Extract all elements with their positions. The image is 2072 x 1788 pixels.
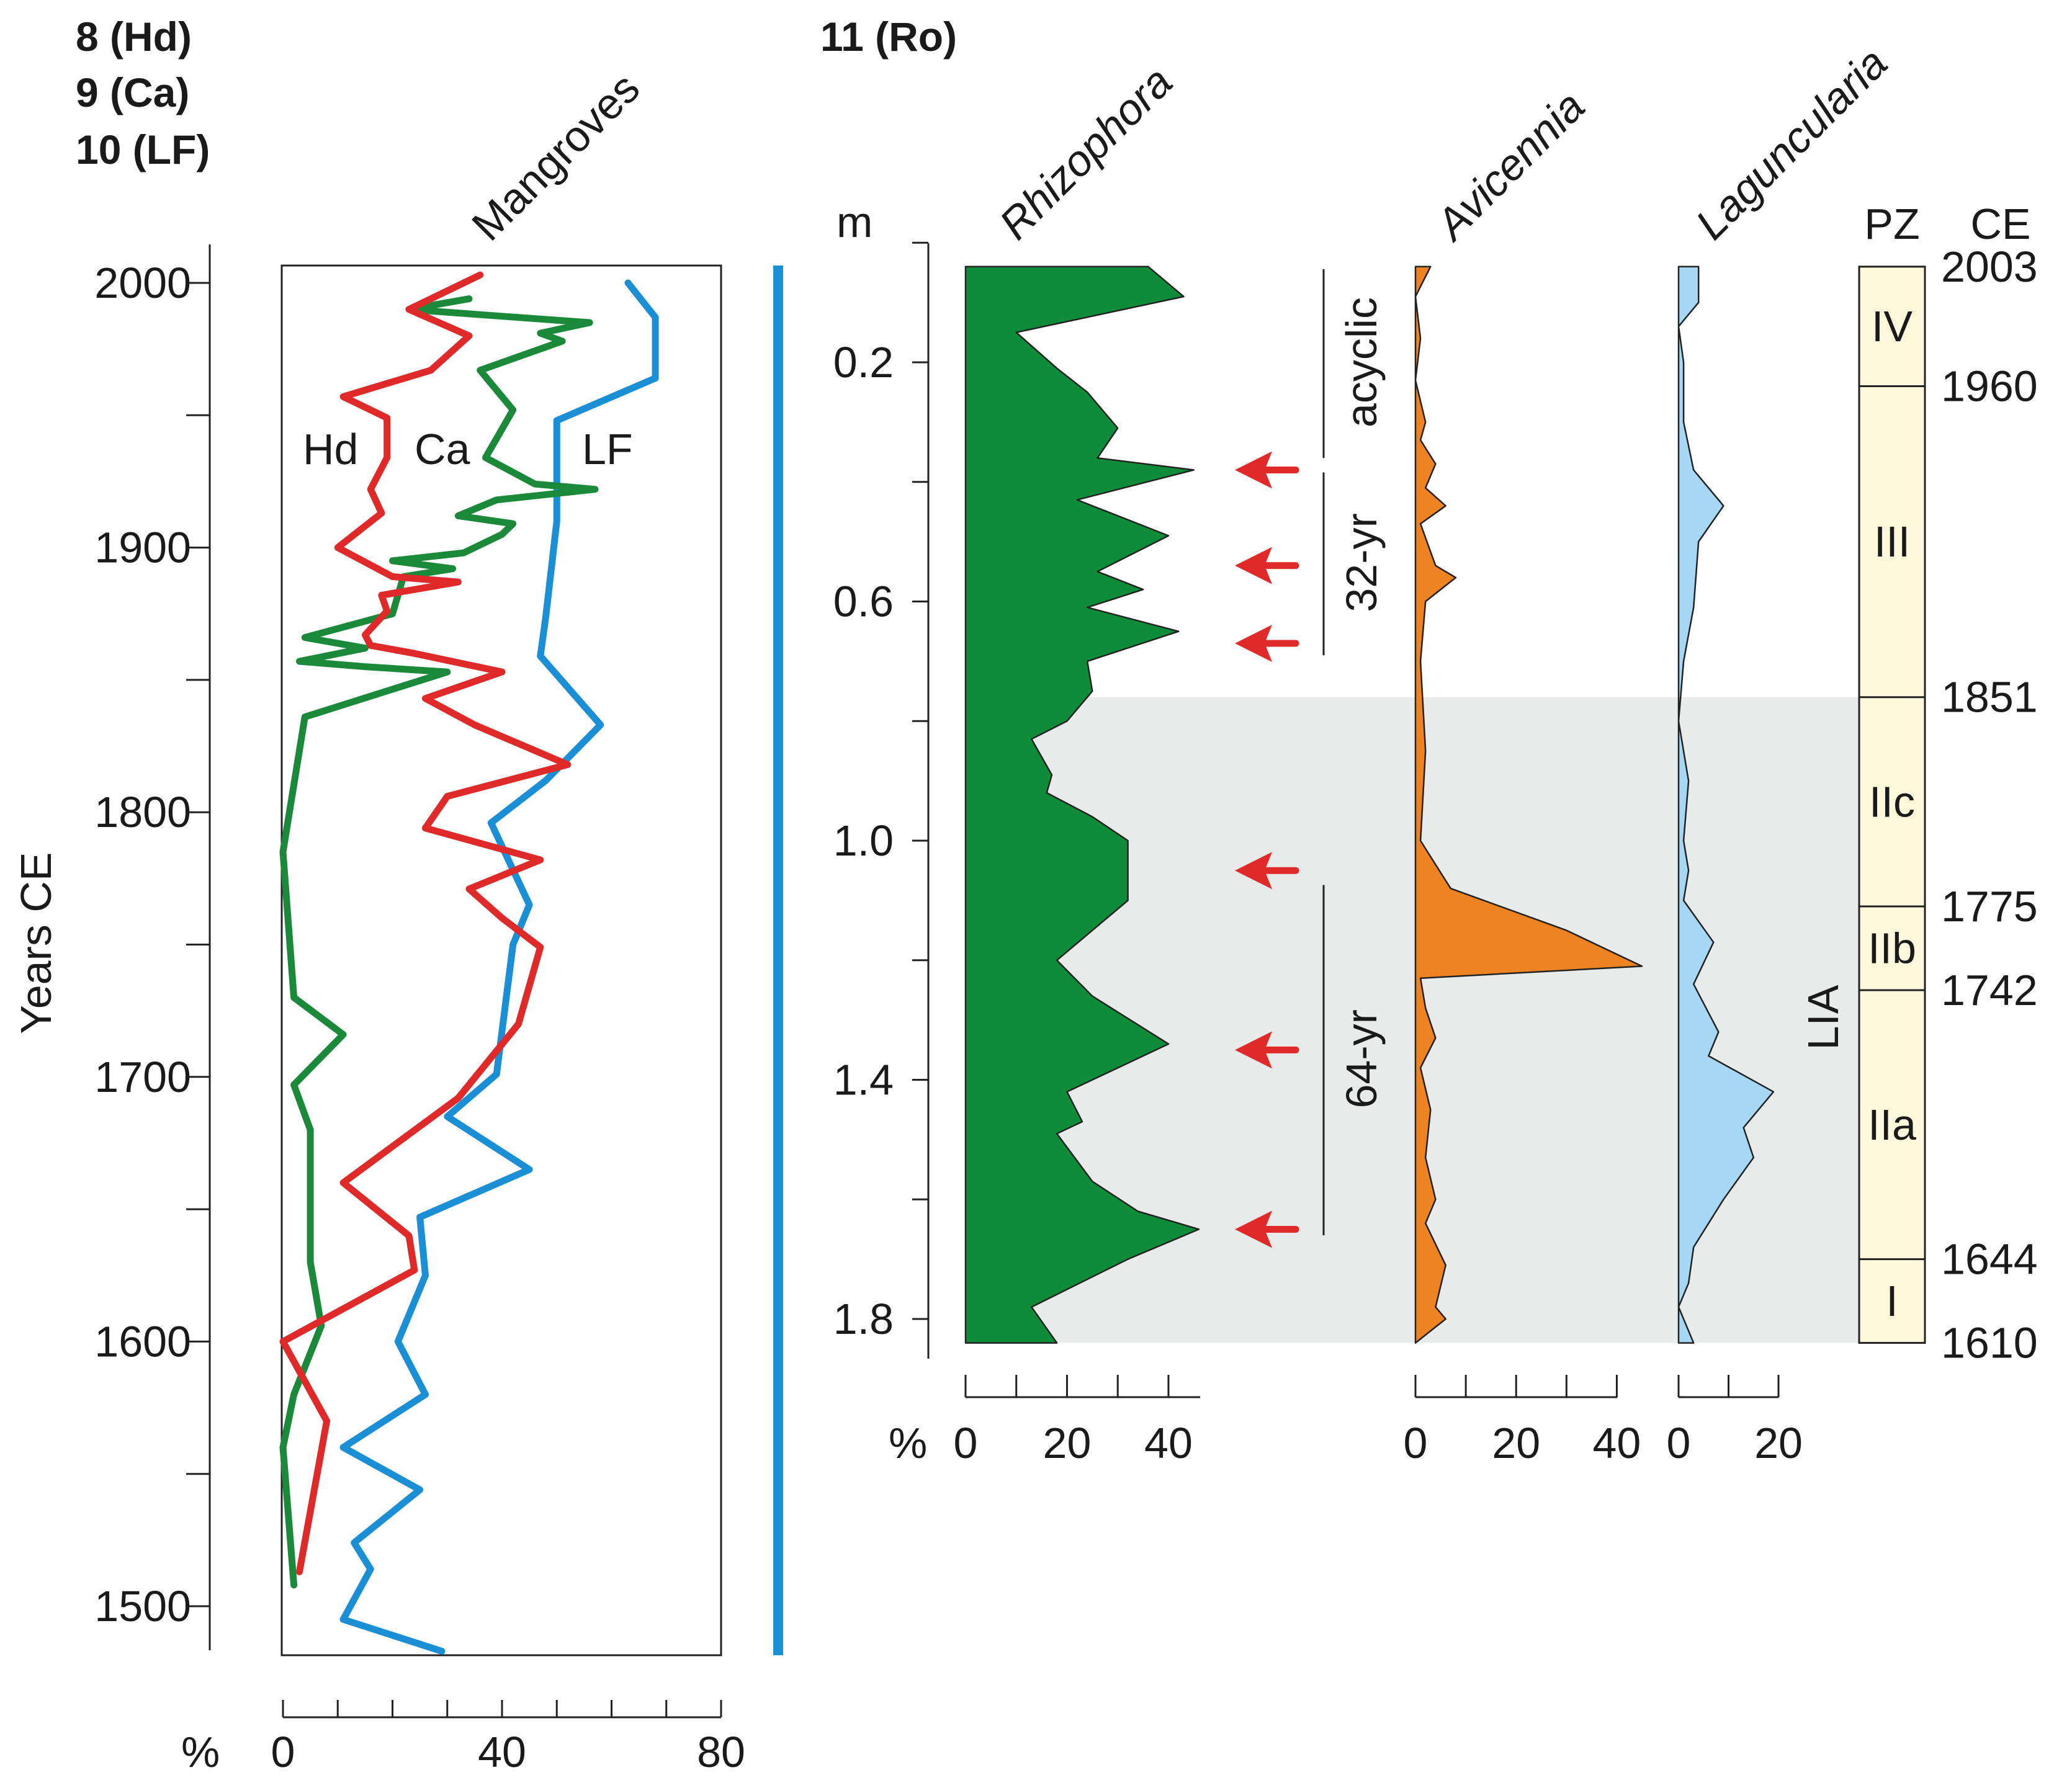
y-tick-label: 1600 xyxy=(94,1317,191,1366)
depth-tick-label: 1.8 xyxy=(833,1295,894,1343)
series-line-ca xyxy=(279,295,599,1589)
zone-label: IIb xyxy=(1868,924,1916,972)
x-tick-label: 0 xyxy=(1404,1419,1428,1467)
area-rhizophora xyxy=(964,266,1200,1344)
event-arrow-head xyxy=(1235,1210,1272,1248)
y-tick-label: 1800 xyxy=(94,788,191,836)
cycle-annotations: acyclic 32-yr 64-yr xyxy=(1322,269,1386,1236)
x-tick-label: 0 xyxy=(271,1728,295,1776)
x-tick-label: 40 xyxy=(478,1728,526,1776)
x-ticks: 0 40 80 xyxy=(271,1700,745,1776)
ce-date-label: 1851 xyxy=(1941,673,2038,722)
zone-column xyxy=(1858,266,1926,1344)
x-tick-label: 40 xyxy=(1593,1419,1641,1467)
zone-label: I xyxy=(1886,1277,1898,1325)
event-arrows xyxy=(1235,451,1299,1248)
left-chart-title: Mangroves xyxy=(462,64,648,250)
x-axis-unit: % xyxy=(181,1728,220,1776)
y-ticks: 1500 1600 1700 1800 1900 2000 xyxy=(94,259,210,1630)
ce-date-label: 1742 xyxy=(1941,966,2038,1014)
event-arrow-head xyxy=(1235,624,1272,662)
ce-date-label: 1644 xyxy=(1941,1235,2038,1284)
taxon-title-rhizophora: Rhizophora xyxy=(990,57,1181,248)
header-label: 10 (LF) xyxy=(76,127,210,172)
taxon-title-avicennia: Avicennia xyxy=(1425,82,1594,251)
y-tick-label: 2000 xyxy=(94,259,191,307)
series-line-hd xyxy=(279,271,572,1575)
zone-label: IIc xyxy=(1869,777,1915,826)
ce-date-label: 2003 xyxy=(1941,243,2038,291)
event-arrow-head xyxy=(1235,1031,1272,1069)
y-axis-label: Years CE xyxy=(12,852,60,1034)
zone-label: IIa xyxy=(1868,1101,1916,1149)
x-tick-label: 80 xyxy=(697,1728,745,1776)
cycle-label: 64-yr xyxy=(1337,1009,1386,1108)
lia-label: LIA xyxy=(1799,985,1847,1050)
ce-date-label: 1960 xyxy=(1941,362,2038,411)
zone-label: IV xyxy=(1872,302,1913,351)
x-tick-label: 0 xyxy=(1667,1419,1691,1467)
left-panel: 8 (Hd) 9 (Ca) 10 (LF) Mangroves Years CE… xyxy=(12,14,745,1776)
series-line-lf xyxy=(339,279,659,1655)
series-label-ca: Ca xyxy=(415,425,470,473)
depth-unit-label: m xyxy=(836,198,872,246)
plot-frame xyxy=(280,264,722,1656)
right-panel: 11 (Ro) m 0.2 0.6 1.0 1.4 1.8 Rhizophora 0 20 4… xyxy=(820,14,2038,1467)
cycle-label: acyclic xyxy=(1337,297,1386,427)
zone-label: III xyxy=(1874,517,1910,566)
x-axis-unit: % xyxy=(889,1419,927,1467)
ce-date-label: 1775 xyxy=(1941,882,2038,931)
depth-tick-label: 1.0 xyxy=(833,816,894,865)
ce-header: CE xyxy=(1970,200,2030,248)
y-tick-label: 1900 xyxy=(94,524,191,572)
header-label: 8 (Hd) xyxy=(76,14,192,60)
depth-tick-label: 0.6 xyxy=(833,578,894,626)
x-tick-label: 20 xyxy=(1492,1419,1540,1467)
depth-tick-label: 1.4 xyxy=(833,1056,894,1104)
area-laguncularia xyxy=(1677,266,1775,1344)
series-lines xyxy=(279,271,659,1655)
event-arrow-head xyxy=(1235,451,1272,489)
header-label: 9 (Ca) xyxy=(76,69,189,115)
event-arrow-head xyxy=(1235,852,1272,890)
cycle-label: 32-yr xyxy=(1337,513,1386,612)
x-tick-label: 40 xyxy=(1144,1419,1193,1467)
series-label-hd: Hd xyxy=(303,425,358,473)
y-tick-label: 1700 xyxy=(94,1053,191,1101)
depth-tick-label: 0.2 xyxy=(833,338,894,387)
depth-ticks: 0.2 0.6 1.0 1.4 1.8 xyxy=(833,241,928,1343)
x-tick-label: 20 xyxy=(1043,1419,1092,1467)
area-avicennia xyxy=(1414,266,1643,1344)
x-tick-label: 0 xyxy=(954,1419,978,1467)
zone-header: PZ xyxy=(1864,200,1919,248)
series-label-lf: LF xyxy=(582,425,633,473)
x-tick-label: 20 xyxy=(1754,1419,1803,1467)
core-header-label: 11 (Ro) xyxy=(820,14,957,60)
y-tick-label: 1500 xyxy=(94,1582,191,1630)
event-arrow-head xyxy=(1235,547,1272,584)
ce-date-label: 1610 xyxy=(1941,1319,2038,1367)
